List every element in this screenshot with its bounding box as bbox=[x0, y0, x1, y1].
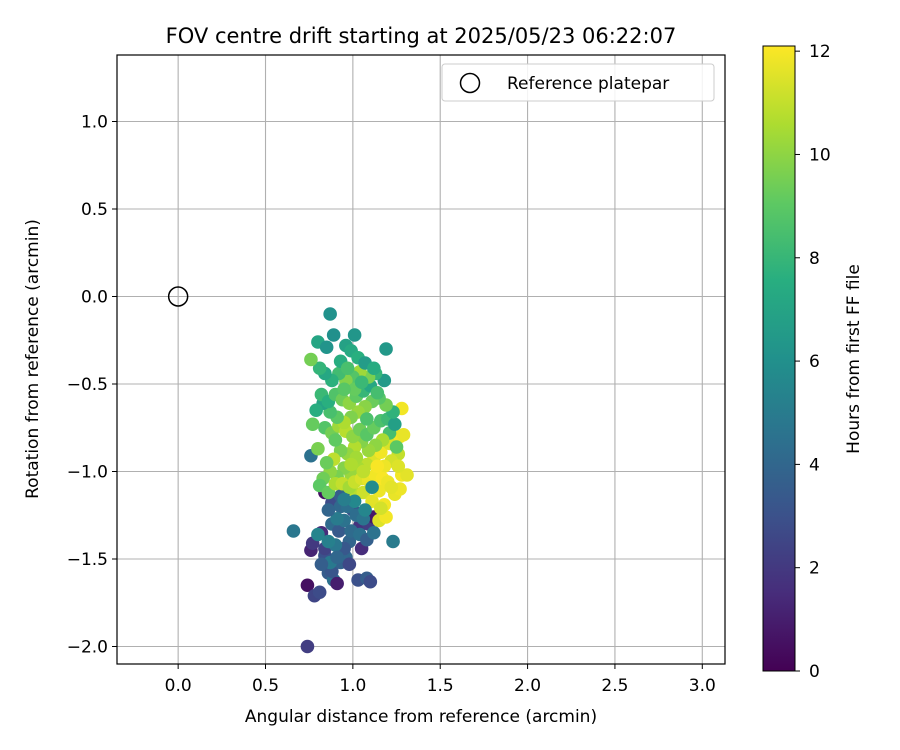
data-point bbox=[391, 459, 406, 474]
data-point bbox=[367, 361, 381, 376]
data-point bbox=[300, 578, 315, 593]
data-point bbox=[311, 441, 325, 456]
legend-reference-marker-icon bbox=[459, 72, 481, 94]
colorbar-tick-label: 4 bbox=[809, 455, 820, 475]
data-point bbox=[304, 352, 318, 367]
y-tick-label: −1.0 bbox=[67, 463, 108, 483]
colorbar-tick-label: 10 bbox=[809, 145, 831, 165]
data-point bbox=[330, 550, 344, 565]
data-point bbox=[340, 361, 355, 376]
data-point bbox=[312, 585, 327, 600]
x-tick-label: 1.5 bbox=[427, 676, 454, 696]
legend-box bbox=[441, 63, 715, 102]
data-point bbox=[389, 440, 404, 454]
y-tick-label: −2.0 bbox=[67, 638, 108, 658]
data-points bbox=[286, 307, 414, 654]
data-point bbox=[314, 557, 329, 572]
data-point bbox=[384, 480, 399, 495]
data-point bbox=[400, 468, 414, 482]
data-point bbox=[309, 403, 323, 418]
reference-marker-layer bbox=[167, 286, 189, 307]
colorbar-tick-label: 2 bbox=[809, 559, 820, 579]
data-point bbox=[330, 511, 344, 526]
data-point bbox=[347, 494, 362, 509]
plot-area-frame bbox=[116, 54, 726, 665]
data-point bbox=[342, 557, 357, 572]
colorbar-tick-label: 0 bbox=[809, 662, 820, 682]
data-point bbox=[319, 340, 334, 355]
grid bbox=[117, 55, 725, 664]
y-tick-label: −1.5 bbox=[67, 550, 108, 570]
legend: Reference platepar bbox=[441, 63, 715, 102]
data-point bbox=[387, 417, 402, 432]
data-point bbox=[305, 417, 320, 432]
data-point bbox=[326, 328, 341, 342]
data-point bbox=[319, 455, 334, 470]
data-point bbox=[323, 307, 337, 321]
legend-entry-reference: Reference platepar bbox=[507, 74, 669, 94]
x-axis-label: Angular distance from reference (arcmin) bbox=[245, 707, 597, 727]
data-point bbox=[365, 480, 379, 495]
data-point bbox=[396, 427, 411, 442]
data-point bbox=[363, 574, 378, 589]
y-tick-label: −0.5 bbox=[67, 375, 108, 395]
x-tick-label: 3.0 bbox=[689, 676, 716, 696]
data-point bbox=[321, 534, 336, 549]
data-point bbox=[347, 328, 362, 342]
y-tick-label: 1.0 bbox=[81, 113, 108, 133]
colorbar-gradient bbox=[762, 45, 796, 672]
data-point bbox=[332, 524, 346, 538]
colorbar-tick-label: 6 bbox=[809, 352, 820, 372]
data-point bbox=[321, 503, 336, 517]
data-point bbox=[300, 639, 315, 654]
data-point bbox=[370, 459, 385, 474]
data-point bbox=[358, 503, 372, 517]
y-tick-label: 0.5 bbox=[81, 200, 108, 220]
data-point bbox=[344, 457, 358, 472]
data-point bbox=[330, 576, 344, 591]
data-point bbox=[360, 412, 374, 426]
data-point bbox=[312, 361, 327, 376]
x-axis-ticks: 0.0 0.5 1.0 1.5 2.0 2.5 3.0 bbox=[165, 664, 716, 696]
data-point bbox=[379, 342, 393, 356]
chart-title: FOV centre drift starting at 2025/05/23 … bbox=[166, 24, 677, 48]
x-tick-label: 0.0 bbox=[165, 676, 192, 696]
x-tick-label: 2.5 bbox=[601, 676, 628, 696]
colorbar-ticks: 0 2 4 6 8 10 12 bbox=[795, 42, 831, 682]
x-tick-label: 0.5 bbox=[252, 676, 279, 696]
data-point bbox=[328, 433, 343, 447]
x-tick-label: 2.0 bbox=[514, 676, 541, 696]
data-point bbox=[337, 492, 351, 507]
data-point bbox=[386, 534, 400, 549]
data-point bbox=[367, 525, 381, 540]
data-point bbox=[354, 375, 369, 390]
colorbar-label: Hours from first FF file bbox=[844, 264, 864, 454]
x-tick-label: 1.0 bbox=[339, 676, 366, 696]
y-tick-label: 0.0 bbox=[81, 288, 108, 308]
colorbar-tick-label: 12 bbox=[809, 42, 831, 62]
y-axis-label: Rotation from reference (arcmin) bbox=[23, 219, 43, 499]
data-point bbox=[286, 524, 301, 538]
reference-platepar-marker bbox=[167, 286, 189, 307]
colorbar-tick-label: 8 bbox=[809, 249, 820, 269]
data-point bbox=[337, 382, 351, 397]
data-point bbox=[356, 464, 371, 479]
data-point bbox=[370, 385, 385, 400]
data-point bbox=[311, 527, 325, 542]
colorbar: 0 2 4 6 8 10 12 Hours from first FF file bbox=[762, 42, 864, 682]
y-axis-ticks: 1.0 0.5 0.0 −0.5 −1.0 −1.5 −2.0 bbox=[67, 113, 117, 658]
data-point bbox=[374, 501, 388, 516]
